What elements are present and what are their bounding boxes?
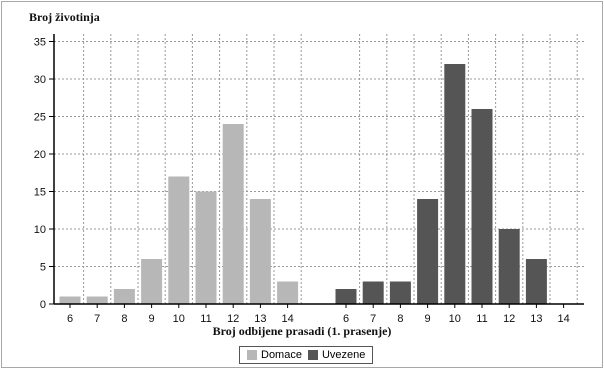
x-axis-title: Broj odbijene prasadi (1. prasenje) [212,324,392,338]
bar-uvezene-9 [417,199,439,304]
y-tick-label: 35 [34,37,46,49]
bar-uvezene-13 [525,259,547,304]
bar-domace-6 [59,296,81,304]
x-tick-label: 13 [254,313,266,325]
x-tick-label: 10 [173,313,185,325]
x-tick-label: 10 [449,313,461,325]
x-tick-label: 8 [397,313,403,325]
bar-uvezene-8 [389,281,411,304]
bars [59,64,547,304]
grid-lines [54,34,584,304]
bar-domace-11 [195,191,217,304]
x-tick-label: 12 [227,313,239,325]
y-tick-label: 10 [34,224,46,236]
x-tick-label: 7 [94,313,100,325]
legend-swatch-uvezene [307,350,318,360]
legend-item-uvezene: Uvezene [307,349,366,361]
bar-domace-9 [141,259,163,304]
x-tick-label: 11 [200,313,211,325]
y-tick-label: 15 [34,187,46,199]
x-tick-label: 9 [425,313,431,325]
y-axis-title: Broj životinja [29,10,100,24]
bar-domace-12 [222,124,244,304]
legend-label-uvezene: Uvezene [321,349,366,361]
bar-uvezene-11 [471,109,493,304]
x-tick-label: 11 [476,313,487,325]
bar-domace-7 [86,296,108,304]
y-tick-label: 30 [34,74,46,86]
x-tick-label: 7 [370,313,376,325]
y-tick-label: 0 [40,299,46,311]
bar-uvezene-6 [335,289,357,304]
bar-domace-13 [249,199,271,304]
legend-swatch-domace [247,350,257,360]
x-tick-label: 6 [343,313,349,325]
x-tick-label: 6 [67,313,73,325]
x-axis: 6 7 8 9 10 11 12 13 14 6 7 8 9 10 11 12 13 14 [54,303,584,325]
x-tick-label: 14 [557,313,569,325]
x-tick-label: 9 [149,313,155,325]
x-tick-label: 8 [121,313,127,325]
x-tick-label: 12 [503,313,515,325]
bar-uvezene-12 [498,229,520,304]
y-tick-label: 5 [40,262,46,274]
bar-domace-8 [113,289,135,304]
bar-uvezene-10 [444,64,466,304]
legend: Domace Uvezene [239,346,374,364]
legend-item-domace: Domace [247,349,302,361]
bar-uvezene-7 [362,281,384,304]
y-tick-label: 20 [34,149,46,161]
y-tick-label: 25 [34,112,46,124]
bar-domace-10 [168,176,190,304]
legend-label-domace: Domace [261,349,302,361]
x-tick-label: 13 [530,313,542,325]
bar-domace-14 [277,281,299,304]
x-tick-label: 14 [281,313,293,325]
y-axis: 0 5 10 15 20 25 30 35 [34,34,55,311]
